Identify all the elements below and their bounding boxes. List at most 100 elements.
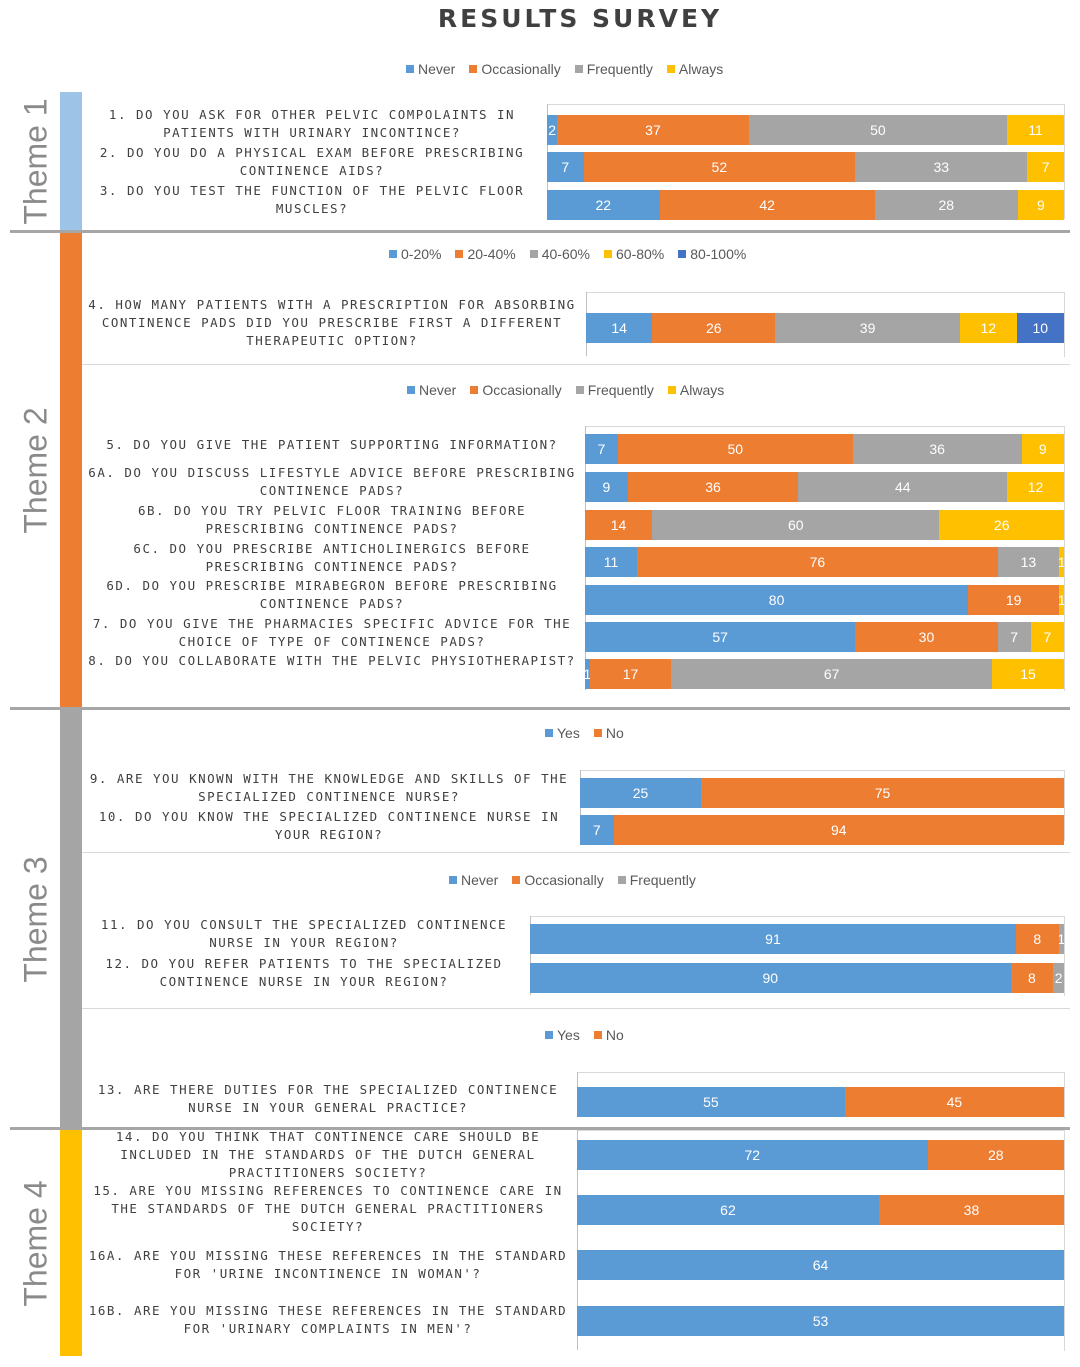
bar-segment: 26 (939, 510, 1064, 540)
bar-segment: 62 (577, 1195, 879, 1225)
bar-row: 57 30 7 7 (585, 622, 1064, 652)
legend-item-60-80: 60-80% (604, 244, 664, 264)
bar-segment: 2 (547, 115, 558, 145)
question-label: 6D. Do you prescribe mirabegron before p… (106, 578, 558, 611)
legend-swatch (593, 729, 602, 737)
legend-swatch (667, 386, 676, 394)
theme-4-bar (60, 1130, 82, 1356)
bar-segment: 1 (585, 659, 590, 689)
legend-item-occasionally: Occasionally (512, 870, 604, 890)
bar-segment: 7 (580, 815, 614, 845)
theme-divider (10, 707, 1070, 710)
legend-item-no: No (593, 723, 624, 743)
bar-row: 2 37 50 11 (547, 115, 1064, 145)
legend-label: Frequently (587, 382, 654, 398)
question-label: 2. Do you do a physical exam before pres… (99, 145, 525, 178)
bar-segment: 9 (585, 472, 628, 502)
bar-segment: 76 (637, 547, 998, 577)
theme-2-bar (60, 233, 82, 708)
legend-label: Never (461, 872, 499, 888)
legend-item-0-20: 0-20% (389, 244, 441, 264)
bar-segment: 30 (855, 622, 998, 652)
bar-segment: 7 (547, 152, 584, 182)
bar-row: 55 45 (577, 1087, 1064, 1117)
bar-segment: 36 (627, 472, 799, 502)
question-label: 7. Do you give the pharmacies specific a… (92, 616, 572, 649)
legend-label: Frequently (586, 61, 653, 77)
bar-row: 22 42 28 9 (547, 190, 1064, 220)
question-label: 6B. Do you try pelvic floor training bef… (137, 503, 527, 536)
legend-item-frequently: Frequently (574, 59, 653, 79)
legend-label: No (605, 725, 624, 741)
legend-label: 40-60% (541, 246, 590, 262)
bar-segment: 1 (1059, 547, 1064, 577)
bar-segment: 52 (583, 152, 856, 182)
chart-4-legend: Yes No (545, 723, 638, 743)
theme-3-bar (60, 710, 82, 1128)
bar-segment: 94 (613, 815, 1064, 845)
bar-segment: 11 (585, 547, 638, 577)
bar-segment: 9 (1017, 190, 1064, 220)
bar-segment: 7 (585, 434, 618, 464)
legend-item-40-60: 40-60% (529, 244, 590, 264)
chart-5-plot-area (530, 916, 1065, 996)
legend-swatch (666, 65, 675, 73)
question-label: 10. Do you know the specialized continen… (98, 809, 560, 842)
theme-divider (10, 230, 1070, 233)
question-label: 8. Do you collaborate with the pelvic ph… (88, 653, 576, 668)
question-label: 1. Do you ask for other pelvic compolain… (108, 107, 516, 140)
chart-6-legend: Yes No (545, 1025, 638, 1045)
bar-segment: 75 (701, 778, 1064, 808)
legend-swatch (406, 65, 414, 73)
legend-item-never: Never (406, 59, 455, 79)
bar-row: 91 8 1 (530, 924, 1064, 954)
bar-segment: 11 (1007, 115, 1064, 145)
legend-item-frequently: Frequently (617, 870, 696, 890)
legend-swatch (389, 250, 397, 258)
legend-item-always: Always (667, 380, 724, 400)
legend-swatch (512, 876, 521, 884)
legend-label: Frequently (629, 872, 696, 888)
bar-segment: 33 (855, 152, 1028, 182)
chart-3-plot-area (585, 426, 1065, 691)
question-label: 12. Do you refer patients to the special… (105, 956, 503, 989)
bar-segment: 1 (1058, 924, 1064, 954)
bar-segment: 50 (748, 115, 1008, 145)
bar-segment: 9 (1021, 434, 1064, 464)
legend-swatch (545, 1031, 553, 1039)
question-label: 16B. Are you missing these references in… (88, 1303, 568, 1336)
bar-row: 64 (577, 1250, 1064, 1280)
bar-segment: 28 (927, 1140, 1064, 1170)
legend-label: Never (418, 61, 456, 77)
legend-label: Never (419, 382, 457, 398)
bar-segment: 45 (844, 1087, 1064, 1117)
bar-row: 53 (577, 1306, 1064, 1336)
bar-row: 9 36 44 12 (585, 472, 1064, 502)
bar-row: 0146026 (585, 510, 1064, 540)
legend-item-yes: Yes (545, 1025, 580, 1045)
legend-swatch (574, 65, 583, 73)
legend-swatch (407, 386, 415, 394)
theme-label-text: Theme 1 (17, 97, 54, 225)
bar-segment: 8 (1015, 924, 1059, 954)
legend-swatch (529, 250, 538, 258)
bar-segment: 72 (577, 1140, 928, 1170)
chart-2-plot-area (586, 292, 1065, 357)
bar-row: 90 8 2 (530, 963, 1064, 993)
bar-segment: 44 (798, 472, 1008, 502)
legend-item-20-40: 20-40% (455, 244, 516, 264)
bar-segment: 14 (585, 510, 653, 540)
legend-label: Occasionally (481, 61, 561, 77)
legend-label: 20-40% (467, 246, 516, 262)
section-divider (82, 364, 1070, 365)
theme-2-label: Theme 2 (12, 233, 60, 708)
bar-segment: 15 (992, 659, 1064, 689)
legend-label: No (605, 1027, 624, 1043)
legend-label: 60-80% (616, 246, 665, 262)
theme-1-label: Theme 1 (12, 92, 60, 230)
bar-row: 72 28 (577, 1140, 1064, 1170)
bar-row: 1 17 67 15 (585, 659, 1064, 689)
question-label: 3. Do you test the function of the pelvi… (99, 183, 525, 216)
bar-segment: 67 (671, 659, 993, 689)
legend-label: Occasionally (524, 872, 604, 888)
